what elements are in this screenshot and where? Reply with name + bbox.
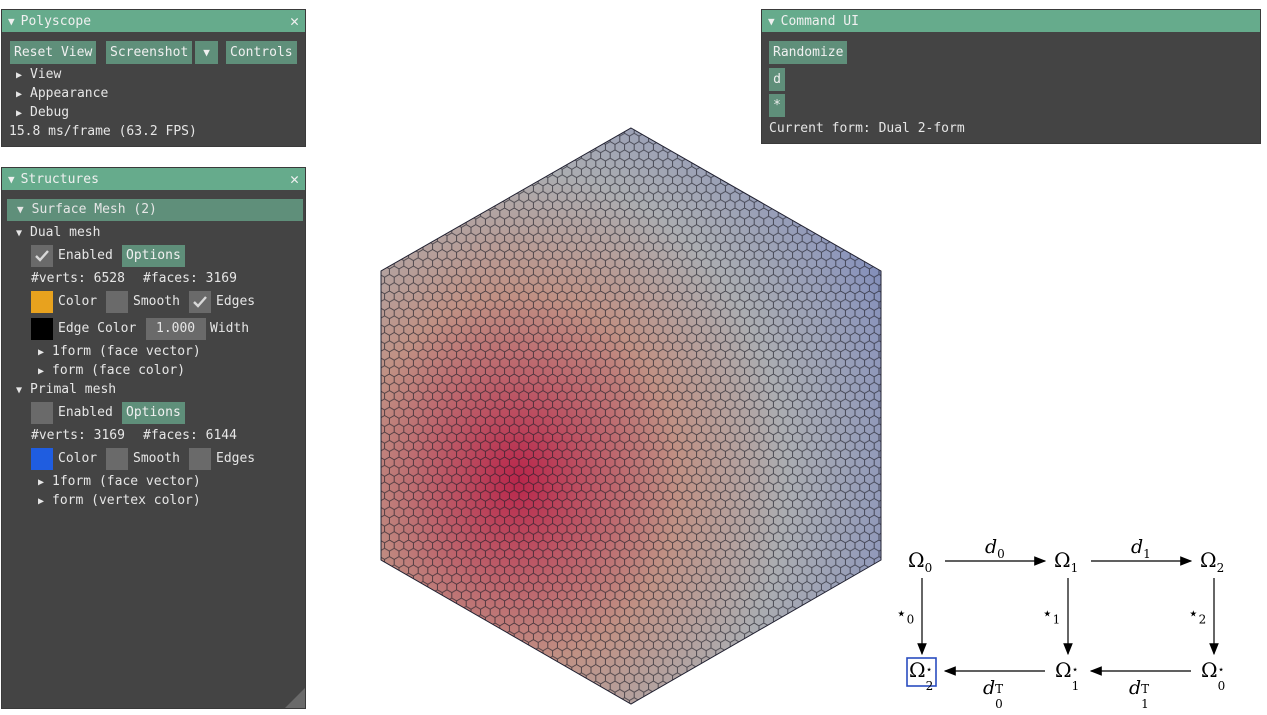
tree-item-primal-1form[interactable]: ▶ 1form (face vector): [38, 474, 201, 489]
omega-1: Ω1: [1054, 548, 1079, 575]
dual-options-button[interactable]: Options: [122, 245, 185, 267]
tree-item-view[interactable]: ▶ View: [16, 67, 62, 82]
mesh-boundary: [380, 127, 882, 705]
primal-smooth-checkbox[interactable]: [106, 448, 128, 470]
checkmark-icon: [35, 250, 49, 262]
tree-item-appearance[interactable]: ▶ Appearance: [16, 86, 109, 101]
primal-options-button[interactable]: Options: [122, 402, 185, 424]
hodge-star-button[interactable]: *: [769, 94, 785, 117]
resize-grip-icon[interactable]: [285, 688, 305, 708]
screenshot-dropdown-button[interactable]: ▼: [195, 41, 218, 64]
dual-color-swatch[interactable]: [31, 291, 53, 313]
collapse-triangle-icon[interactable]: ▼: [8, 14, 15, 28]
omega-2-star: Ω ⋆ 2: [909, 658, 934, 693]
collapse-triangle-icon: ▼: [16, 385, 23, 396]
mesh-viewport[interactable]: [375, 125, 887, 715]
polyscope-title: Polyscope: [20, 13, 92, 29]
expand-arrow-icon: ▶: [38, 366, 45, 377]
collapse-triangle-icon[interactable]: ▼: [768, 14, 775, 28]
primal-faces-count: #faces: 6144: [143, 428, 237, 443]
label-star2: ⋆2: [1188, 604, 1207, 627]
primal-edges-label: Edges: [216, 451, 256, 466]
primal-enabled-label: Enabled: [58, 405, 113, 420]
polyscope-window: ▼ Polyscope ✕ Reset View Screenshot ▼ Co…: [1, 9, 306, 147]
dual-edges-label: Edges: [216, 294, 256, 309]
close-icon[interactable]: ✕: [289, 170, 299, 188]
mesh-wireframe: [381, 128, 881, 704]
primal-verts-count: #verts: 3169: [31, 428, 125, 443]
structures-window: ▼ Structures ✕ ▼ Surface Mesh (2) ▼ Dual m…: [1, 167, 306, 709]
command-ui-titlebar[interactable]: ▼ Command UI: [762, 10, 1260, 32]
dual-edge-color-swatch[interactable]: [31, 318, 53, 340]
fps-readout: 15.8 ms/frame (63.2 FPS): [9, 124, 197, 139]
screenshot-button[interactable]: Screenshot: [106, 41, 193, 64]
dual-edge-color-label: Edge Color: [58, 321, 137, 336]
polyscope-titlebar[interactable]: ▼ Polyscope ✕: [2, 10, 305, 32]
label-star1: ⋆1: [1042, 604, 1061, 627]
randomize-button[interactable]: Randomize: [769, 41, 848, 64]
omega-0: Ω0: [908, 548, 933, 575]
dual-color-label: Color: [58, 294, 98, 309]
dual-smooth-label: Smooth: [133, 294, 180, 309]
dual-edge-width-input[interactable]: 1.000: [146, 318, 206, 340]
label-star0: ⋆0: [896, 604, 915, 627]
structures-titlebar[interactable]: ▼ Structures ✕: [2, 168, 305, 190]
reset-view-button[interactable]: Reset View: [10, 41, 97, 64]
expand-arrow-icon: ▶: [38, 477, 45, 488]
omega-2: Ω2: [1200, 548, 1225, 575]
d-button[interactable]: d: [769, 68, 785, 91]
expand-arrow-icon: ▶: [16, 70, 23, 81]
dual-faces-count: #faces: 3169: [143, 271, 237, 286]
primal-edges-checkbox[interactable]: [189, 448, 211, 470]
surface-mesh-group-header[interactable]: ▼ Surface Mesh (2): [7, 199, 303, 221]
collapse-triangle-icon: ▼: [17, 203, 24, 216]
label-d0: d0: [985, 536, 1005, 561]
current-form-highlight: [906, 657, 937, 687]
dual-edges-checkbox[interactable]: [189, 291, 211, 313]
omega-1-star: Ω ⋆ 1: [1055, 658, 1080, 693]
expand-arrow-icon: ▶: [38, 496, 45, 507]
dual-enabled-checkbox[interactable]: [31, 245, 53, 267]
expand-arrow-icon: ▶: [16, 89, 23, 100]
tree-item-dual-mesh[interactable]: ▼ Dual mesh: [16, 225, 101, 240]
command-ui-title: Command UI: [780, 13, 859, 29]
structures-title: Structures: [20, 171, 99, 187]
dual-width-label: Width: [210, 321, 250, 336]
tree-item-dual-form[interactable]: ▶ form (face color): [38, 363, 186, 378]
collapse-triangle-icon: ▼: [16, 228, 23, 239]
controls-button[interactable]: Controls: [226, 41, 297, 64]
expand-arrow-icon: ▶: [16, 108, 23, 119]
primal-color-label: Color: [58, 451, 98, 466]
dual-verts-count: #verts: 6528: [31, 271, 125, 286]
primal-color-swatch[interactable]: [31, 448, 53, 470]
expand-arrow-icon: ▶: [38, 347, 45, 358]
dual-enabled-label: Enabled: [58, 248, 113, 263]
tree-item-dual-1form[interactable]: ▶ 1form (face vector): [38, 344, 201, 359]
primal-smooth-label: Smooth: [133, 451, 180, 466]
checkmark-icon: [193, 296, 207, 308]
omega-0-star: Ω ⋆ 0: [1201, 658, 1226, 693]
collapse-triangle-icon[interactable]: ▼: [8, 172, 15, 186]
tree-item-debug[interactable]: ▶ Debug: [16, 105, 70, 120]
tree-item-primal-form[interactable]: ▶ form (vertex color): [38, 493, 201, 508]
diagram-arrows: [906, 556, 1219, 687]
primal-enabled-checkbox[interactable]: [31, 402, 53, 424]
label-d1: d1: [1131, 536, 1151, 561]
close-icon[interactable]: ✕: [289, 12, 299, 30]
command-ui-window: ▼ Command UI Randomize d * Current form:…: [761, 9, 1261, 144]
tree-item-primal-mesh[interactable]: ▼ Primal mesh: [16, 382, 117, 397]
current-form-readout: Current form: Dual 2-form: [769, 121, 965, 136]
dual-smooth-checkbox[interactable]: [106, 291, 128, 313]
